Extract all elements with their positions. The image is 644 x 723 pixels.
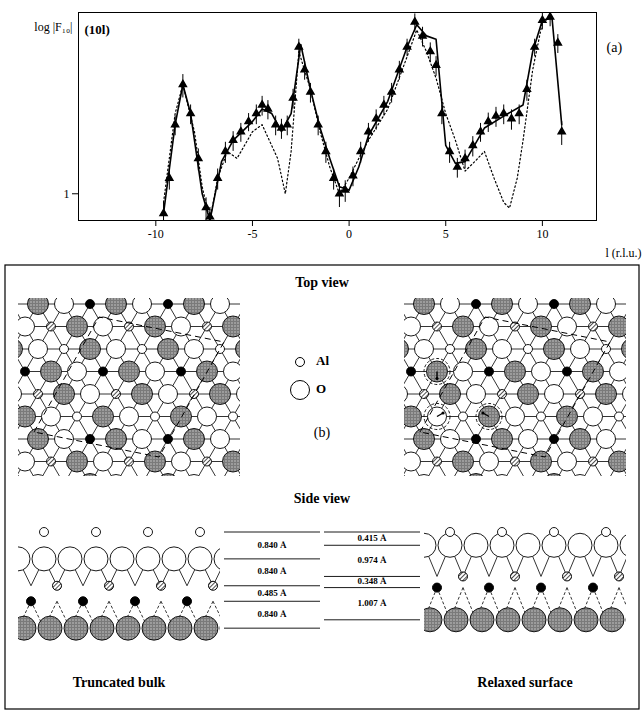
svg-text:0.415 Å: 0.415 Å xyxy=(358,533,388,543)
svg-text:0.840 Å: 0.840 Å xyxy=(258,566,288,576)
svg-text:10: 10 xyxy=(536,227,548,241)
svg-text:5: 5 xyxy=(443,227,449,241)
svg-text:0.974 Å: 0.974 Å xyxy=(358,555,388,565)
svg-text:Top view: Top view xyxy=(295,275,349,290)
svg-text:Relaxed surface: Relaxed surface xyxy=(477,675,572,690)
svg-text:1: 1 xyxy=(64,187,70,201)
svg-text:-5: -5 xyxy=(247,227,257,241)
svg-text:0: 0 xyxy=(346,227,352,241)
svg-text:(b): (b) xyxy=(314,425,331,441)
svg-text:log |F₁₀|: log |F₁₀| xyxy=(34,20,72,34)
svg-text:(a): (a) xyxy=(607,40,623,56)
svg-text:-10: -10 xyxy=(148,227,164,241)
svg-text:Truncated bulk: Truncated bulk xyxy=(73,675,166,690)
svg-text:0.840 Å: 0.840 Å xyxy=(258,540,288,550)
svg-text:(10l): (10l) xyxy=(85,22,110,37)
svg-text:l (r.l.u.): l (r.l.u.) xyxy=(606,246,642,260)
svg-text:1.007 Å: 1.007 Å xyxy=(358,598,388,608)
svg-text:0.485 Å: 0.485 Å xyxy=(258,588,288,598)
svg-text:Al: Al xyxy=(316,353,329,368)
svg-text:0.840 Å: 0.840 Å xyxy=(258,609,288,619)
svg-text:0.348 Å: 0.348 Å xyxy=(358,576,388,586)
svg-text:Side view: Side view xyxy=(294,491,351,506)
svg-text:O: O xyxy=(316,381,326,396)
